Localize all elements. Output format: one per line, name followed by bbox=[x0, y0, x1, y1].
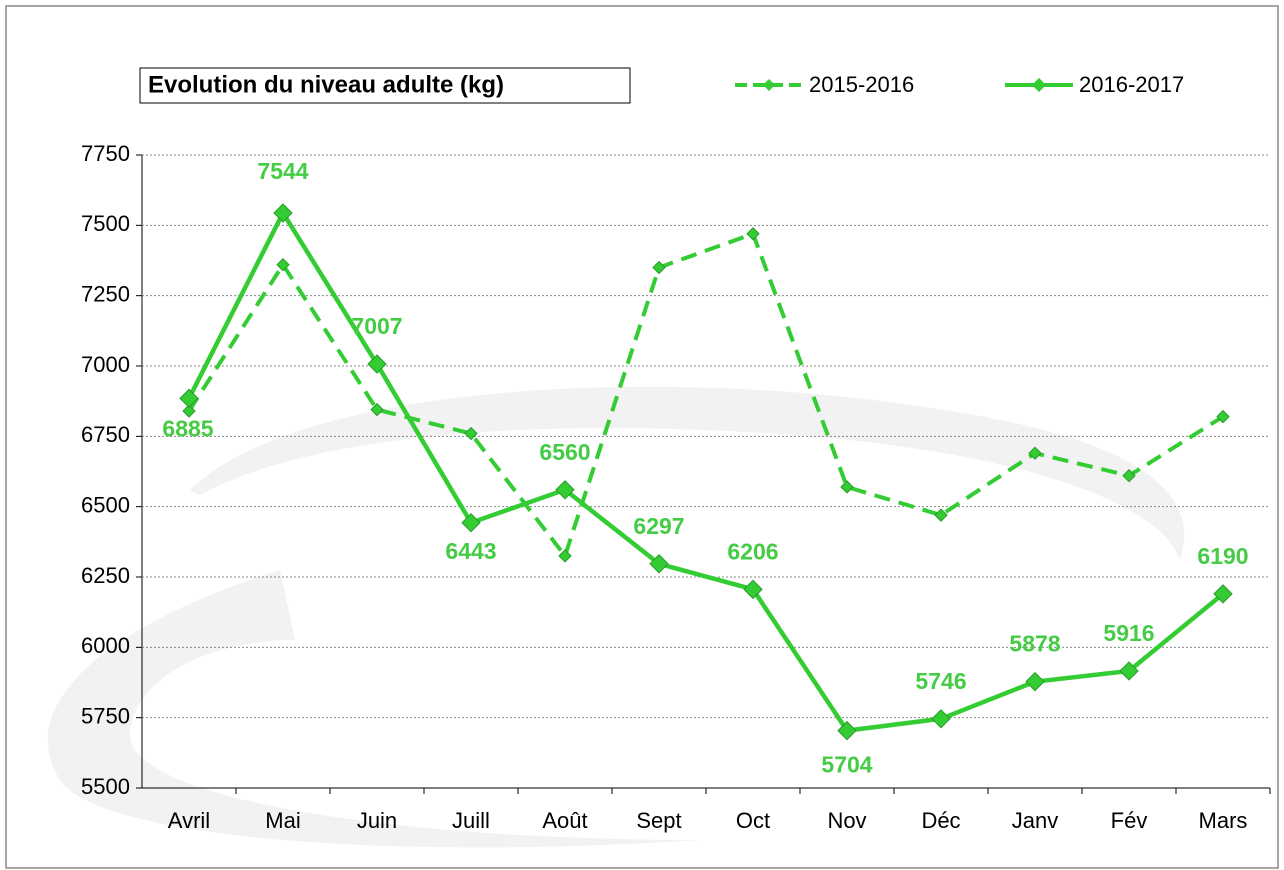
marker bbox=[746, 227, 760, 241]
data-label: 6206 bbox=[727, 538, 778, 564]
marker bbox=[1025, 671, 1045, 692]
marker bbox=[743, 579, 763, 600]
y-tick-label: 5500 bbox=[81, 774, 130, 799]
marker bbox=[837, 720, 857, 741]
legend-marker bbox=[1032, 78, 1046, 92]
legend-label: 2016-2017 bbox=[1079, 72, 1184, 97]
chart-title: Evolution du niveau adulte (kg) bbox=[148, 71, 504, 98]
x-tick-label: Déc bbox=[921, 808, 960, 833]
y-tick-label: 6500 bbox=[81, 492, 130, 517]
marker bbox=[1122, 469, 1136, 483]
legend-label: 2015-2016 bbox=[809, 72, 914, 97]
y-tick-label: 7000 bbox=[81, 352, 130, 377]
y-tick-label: 7750 bbox=[81, 141, 130, 166]
marker bbox=[1216, 409, 1230, 424]
marker bbox=[652, 260, 666, 275]
data-label: 5916 bbox=[1103, 620, 1154, 646]
data-label: 6560 bbox=[539, 439, 590, 465]
data-label: 5878 bbox=[1009, 631, 1060, 657]
marker bbox=[182, 404, 196, 418]
data-label: 6297 bbox=[633, 513, 684, 539]
x-tick-label: Oct bbox=[736, 808, 770, 833]
marker bbox=[179, 388, 199, 409]
marker bbox=[934, 508, 948, 522]
data-label: 7007 bbox=[351, 313, 402, 339]
legend-marker bbox=[763, 79, 775, 91]
series-line bbox=[187, 231, 1225, 561]
marker bbox=[555, 480, 575, 500]
x-tick-label: Juill bbox=[452, 808, 490, 833]
y-tick-label: 5750 bbox=[81, 703, 130, 728]
y-tick-label: 7250 bbox=[81, 281, 130, 306]
marker bbox=[558, 549, 572, 563]
data-label: 6443 bbox=[445, 538, 496, 564]
x-tick-label: Fév bbox=[1111, 808, 1148, 833]
background-swoosh bbox=[47, 386, 1185, 848]
marker bbox=[273, 203, 293, 223]
x-tick-label: Nov bbox=[827, 808, 866, 833]
marker bbox=[1119, 661, 1139, 681]
title-box bbox=[139, 67, 631, 104]
marker bbox=[1028, 446, 1042, 460]
marker bbox=[840, 480, 854, 494]
x-tick-label: Sept bbox=[636, 808, 681, 833]
y-tick-label: 6750 bbox=[81, 422, 130, 447]
data-label: 6190 bbox=[1197, 543, 1248, 569]
data-label: 7544 bbox=[257, 158, 308, 184]
data-label: 5704 bbox=[821, 752, 872, 778]
marker bbox=[464, 426, 478, 441]
marker bbox=[649, 554, 669, 574]
x-tick-label: Avril bbox=[168, 808, 210, 833]
marker bbox=[1213, 584, 1233, 604]
marker bbox=[931, 709, 951, 729]
marker bbox=[276, 258, 290, 272]
y-tick-label: 7500 bbox=[81, 211, 130, 236]
marker bbox=[367, 354, 387, 374]
y-tick-label: 6250 bbox=[81, 563, 130, 588]
series-line bbox=[186, 208, 1225, 734]
marker bbox=[461, 512, 481, 533]
data-label: 5746 bbox=[915, 668, 966, 694]
x-tick-label: Mars bbox=[1199, 808, 1248, 833]
x-tick-label: Janv bbox=[1012, 808, 1058, 833]
x-tick-label: Mai bbox=[265, 808, 300, 833]
data-label: 6885 bbox=[162, 415, 213, 441]
marker bbox=[370, 402, 384, 417]
x-tick-label: Juin bbox=[357, 808, 397, 833]
y-tick-label: 6000 bbox=[81, 633, 130, 658]
x-tick-label: Août bbox=[542, 808, 587, 833]
